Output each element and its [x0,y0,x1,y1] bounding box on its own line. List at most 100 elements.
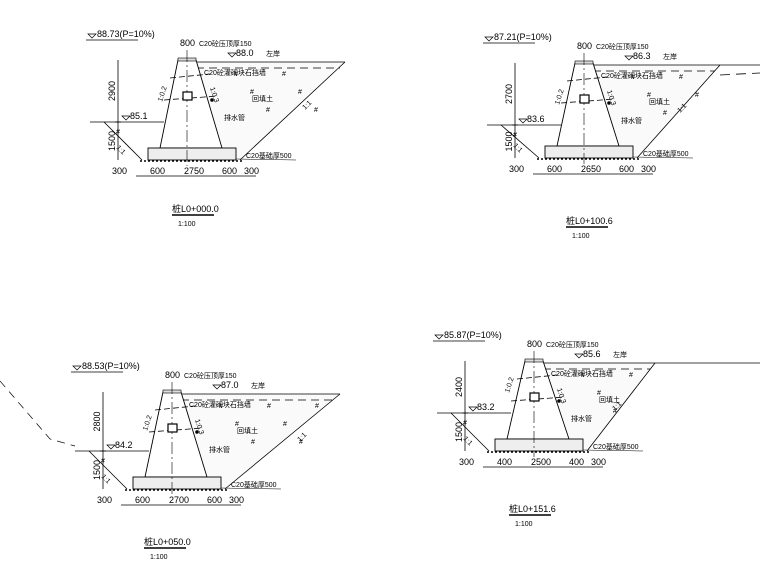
section-title: 桩L0+151.6 [509,503,556,514]
section-title: 桩L0+050.0 [144,536,191,547]
drain-pipe-label: 排水管 [571,414,592,423]
marker-box-icon [182,91,193,101]
level-triangle-icon [624,55,634,61]
backfill-hatch: # [267,403,271,410]
width-dimension-1: 400 [497,457,512,467]
backfill-hatch: # [613,408,617,415]
width-dimension-1: 600 [150,166,165,176]
drain-point-icon [195,430,199,434]
slope-back-label: 1:0.3 [193,418,205,435]
backfill-hatch: # [298,89,302,96]
width-dimension-4: 300 [229,495,244,505]
cap-width-dimension: 800 [165,370,180,380]
backfill-hatch: # [631,74,635,81]
slope-front-label: 1:0.2 [504,377,516,394]
backfill-hatch: # [663,110,667,117]
backfill-hatch: # [251,439,255,446]
foundation-slab [132,476,222,490]
backfill-area [196,62,345,160]
coping-label: C20砼压顶厚150 [199,39,252,48]
existing-ground-dashed [0,380,76,447]
height-upper-dimension: 2900 [107,81,117,101]
coping-label: C20砼压顶厚150 [546,340,599,349]
backfill-label: 回填土 [237,426,258,435]
foundation-label: C20基础厚500 [246,151,292,160]
slope-front-label: 1:0.2 [142,415,154,432]
ground-level-label: 83.6 [527,114,545,124]
backfill-slope [224,393,341,490]
slope-cut-label: 1:1 [115,144,127,156]
excavation-slope [88,450,128,490]
backfill-slope [586,362,656,452]
backfill-hatch: # [250,89,254,96]
width-dimension-3: 600 [619,164,634,174]
foundation-slab [544,145,634,159]
section-scale: 1:100 [515,521,533,528]
height-lower-dimension: 1500 [92,460,102,480]
drain-pipe-label: 排水管 [209,445,230,454]
wall-label: C20砼灌砌块石挡墙 [551,369,613,378]
foundation-leader [582,449,644,452]
level-triangle-icon [87,33,97,39]
drain-pipe-label: 排水管 [224,113,245,122]
bank-label: 左岸 [251,381,265,390]
height-lower-dimension: 1500 [454,422,464,442]
height-upper-dimension: 2800 [92,411,102,431]
width-dimension-2: 2500 [531,457,551,467]
width-dimension-3: 600 [222,166,237,176]
drain-pipe-2 [169,73,211,79]
level-triangle-icon [484,36,494,42]
slope-cut-label: 1:1 [100,473,112,485]
width-dimension-2: 2750 [184,166,204,176]
coping-label: C20砼压顶厚150 [184,371,237,380]
foundation-label: C20基础厚500 [643,149,689,158]
backfill-slope [239,61,346,161]
level-triangle-icon [434,334,444,340]
foundation-slab [494,438,584,452]
width-dimension-0: 300 [112,166,127,176]
wall-label: C20砼灌砌块石挡墙 [601,71,663,80]
level-triangle-icon [468,406,478,412]
excavation-slope [450,412,490,452]
section-title: 桩L0+100.6 [566,215,613,226]
foundation-leader [220,487,282,490]
excavation-slope [500,124,540,159]
level-triangle-icon [518,118,528,124]
width-dimension-3: 400 [569,457,584,467]
width-dimension-1: 600 [547,164,562,174]
backfill-hatch: # [629,372,633,379]
slope-back-label: 1:0.3 [555,387,567,404]
backfill-hatch: # [282,71,286,78]
backfill-area [593,65,720,158]
width-dimension-4: 300 [641,164,656,174]
backfill-hatch: # [219,403,223,410]
drain-pipe-label: 排水管 [621,116,642,125]
width-dimension-0: 300 [97,495,112,505]
flood-level-label: 88.53(P=10%) [82,361,140,371]
cross-section-2: 87.21(P=10%)######2700150083.686.3左岸800C… [483,32,760,240]
backfill-label: 回填土 [252,94,273,103]
bank-label: 左岸 [266,49,280,58]
backfill-hatch: # [234,71,238,78]
backfill-hatch: # [581,372,585,379]
drain-point-icon [210,98,214,102]
foundation-leader [235,158,297,161]
level-triangle-icon [574,353,584,359]
slope-fill-label: 1:1 [611,401,623,413]
backfill-hatch: # [266,107,270,114]
height-upper-dimension: 2400 [454,377,464,397]
section-scale: 1:100 [178,221,196,228]
slope-front-label: 1:0.2 [554,89,566,106]
width-dimension-4: 300 [591,457,606,467]
height-upper-dimension: 2700 [504,84,514,104]
backfill-label: 回填土 [649,97,670,106]
width-dimension-3: 600 [207,495,222,505]
bank-label: 左岸 [613,350,627,359]
backfill-hatch: # [647,92,651,99]
top-level-label: 86.3 [633,51,651,61]
foundation-leader [632,156,694,159]
backfill-hatch: # [679,74,683,81]
level-triangle-icon [227,52,237,58]
backfill-area [181,394,340,489]
marker-box-icon [579,94,590,104]
